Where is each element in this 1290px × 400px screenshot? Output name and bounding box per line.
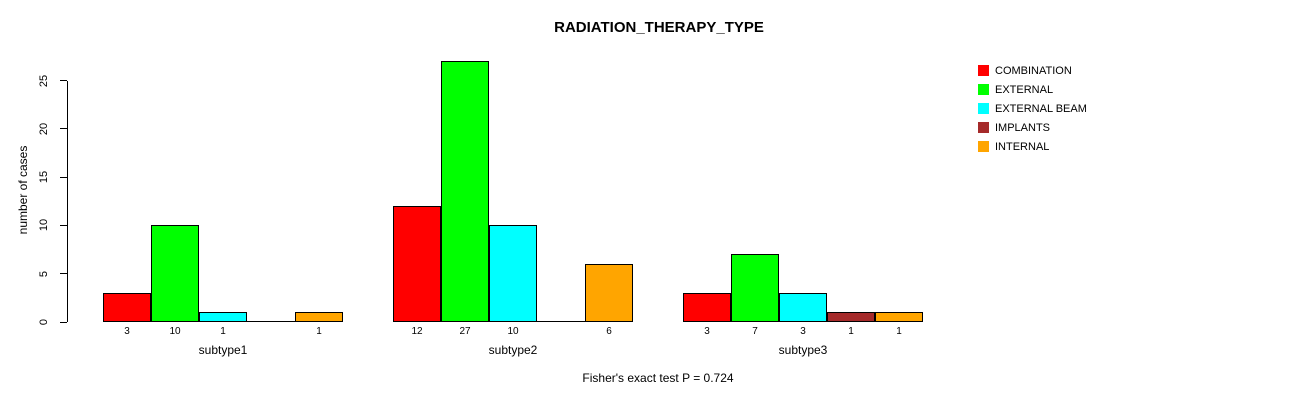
legend-row: EXTERNAL BEAM <box>978 99 1087 118</box>
zero-bar-line <box>247 321 295 322</box>
bar <box>875 312 923 322</box>
bar-value-label: 3 <box>800 326 806 337</box>
legend-label: INTERNAL <box>995 140 1050 153</box>
legend-swatch-icon <box>978 103 989 114</box>
bar <box>295 312 343 322</box>
bar <box>441 61 489 322</box>
y-axis-tick-label: 0 <box>38 318 50 326</box>
category-label: subtype1 <box>198 343 248 357</box>
bar-value-label: 1 <box>316 326 322 337</box>
zero-bar-line <box>537 321 585 322</box>
y-axis-tick-label: 25 <box>38 74 50 87</box>
y-axis-tick <box>60 273 67 275</box>
y-axis-line <box>67 80 68 322</box>
bar <box>393 206 441 322</box>
bar <box>151 225 199 322</box>
bar-value-label: 3 <box>124 326 130 337</box>
legend-row: COMBINATION <box>978 61 1087 80</box>
bar-value-label: 6 <box>606 326 612 337</box>
legend-row: EXTERNAL <box>978 80 1087 99</box>
y-axis-tick-label: 20 <box>38 122 50 135</box>
y-axis-tick <box>60 176 67 178</box>
bar <box>779 293 827 322</box>
statistical-test-note: Fisher's exact test P = 0.724 <box>582 371 734 385</box>
category-label: subtype2 <box>488 343 538 357</box>
legend-swatch-icon <box>978 65 989 76</box>
bar-value-label: 12 <box>411 326 423 337</box>
bar <box>731 254 779 322</box>
y-axis-tick-label: 5 <box>38 270 50 277</box>
bar <box>103 293 151 322</box>
legend: COMBINATION EXTERNAL EXTERNAL BEAM IMPLANTS… <box>978 61 1087 156</box>
bar-value-label: 1 <box>848 326 854 337</box>
legend-swatch-icon <box>978 141 989 152</box>
y-axis-tick <box>60 224 67 226</box>
bar <box>489 225 537 322</box>
y-axis-tick-label: 10 <box>38 219 50 232</box>
legend-swatch-icon <box>978 84 989 95</box>
legend-row: INTERNAL <box>978 137 1087 156</box>
bar-value-label: 10 <box>169 326 181 337</box>
bar-value-label: 1 <box>220 326 226 337</box>
y-axis-tick <box>60 321 67 323</box>
legend-label: IMPLANTS <box>995 121 1051 134</box>
chart-title: RADIATION_THERAPY_TYPE <box>554 19 764 36</box>
bar-value-label: 27 <box>459 326 471 337</box>
legend-label: EXTERNAL <box>995 83 1054 96</box>
y-axis-tick <box>60 80 67 81</box>
y-axis-tick <box>60 128 67 130</box>
category-label: subtype3 <box>778 343 828 357</box>
bar-value-label: 7 <box>752 326 758 337</box>
legend-row: IMPLANTS <box>978 118 1087 137</box>
bar <box>683 293 731 322</box>
bar <box>827 312 875 322</box>
bar <box>199 312 247 322</box>
legend-swatch-icon <box>978 122 989 133</box>
y-axis-tick-label: 15 <box>38 170 50 184</box>
legend-label: EXTERNAL BEAM <box>995 102 1087 115</box>
bar-value-label: 3 <box>704 326 710 337</box>
legend-label: COMBINATION <box>995 64 1072 77</box>
bar <box>585 264 633 322</box>
bar-value-label: 10 <box>507 326 519 337</box>
bar-value-label: 1 <box>896 326 902 337</box>
